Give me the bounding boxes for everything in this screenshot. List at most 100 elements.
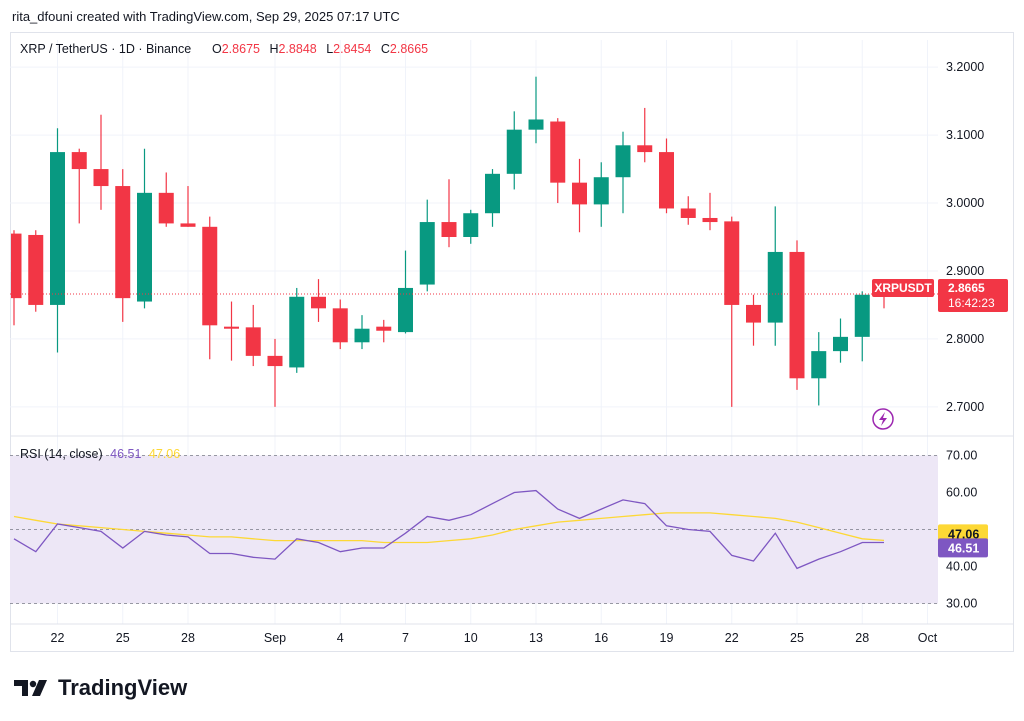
candle-body (71, 152, 87, 170)
time-tick-label: 22 (725, 631, 739, 645)
candle (550, 118, 566, 204)
legend-l-label: L (326, 42, 333, 56)
time-axis: 22 25 28 Sep 4 7 10 13 16 19 22 25 28 Oct (51, 631, 938, 645)
candle-body (93, 169, 109, 187)
candle-body (137, 192, 152, 302)
candle (833, 318, 848, 363)
candle-body (311, 296, 326, 309)
candle (332, 299, 348, 350)
rsi-tick-label: 30.00 (946, 597, 977, 611)
candle (724, 216, 740, 407)
candle-body (245, 327, 261, 356)
price-badge-countdown: 16:42:23 (948, 296, 995, 310)
time-tick-label: 28 (855, 631, 869, 645)
legend-c-value: 2.8665 (390, 42, 428, 56)
tradingview-logo[interactable]: TradingView (14, 675, 187, 701)
candle (789, 240, 805, 390)
candle-body (485, 173, 500, 214)
price-badge-price: 2.8665 (948, 281, 985, 295)
candle-body (528, 119, 544, 130)
candle-body (550, 121, 566, 183)
candle-body (158, 192, 174, 224)
candle-body (289, 296, 305, 368)
lightning-icon[interactable] (872, 408, 894, 430)
time-tick-label: 4 (337, 631, 344, 645)
rsi-badges: 47.06 46.51 (938, 524, 988, 558)
candle (28, 230, 44, 312)
candle (441, 179, 457, 248)
candle-body (50, 152, 65, 305)
candle (71, 148, 87, 224)
legend-l-value: 2.8454 (333, 42, 371, 56)
rsi-legend: RSI (14, close) 46.51 47.06 (20, 447, 180, 461)
legend-ohlc: O2.8675 H2.8848 L2.8454 C2.8665 (212, 42, 428, 56)
candle (746, 294, 761, 346)
price-badge-bg (938, 279, 1008, 312)
ticker-badge: XRPUSDT (874, 281, 932, 295)
rsi-legend-value2: 47.06 (149, 447, 180, 461)
candle (267, 338, 283, 407)
candle (245, 304, 261, 367)
candle (50, 128, 65, 353)
candle-body (419, 222, 435, 285)
price-tick-label: 3.1000 (946, 128, 984, 142)
rsi-badge: 46.51 (948, 541, 979, 555)
candle (767, 206, 783, 346)
candle-body (202, 226, 218, 326)
rsi-ma-line (13, 512, 885, 544)
rsi-tick-label: 60.00 (946, 486, 977, 500)
legend-symbol: XRP / TetherUS · 1D · Binance (20, 42, 191, 56)
candle (224, 301, 239, 361)
time-tick-label: 25 (790, 631, 804, 645)
rsi-band-lines (10, 455, 938, 604)
candle (202, 216, 218, 360)
candle (376, 319, 392, 343)
time-tick-label: 19 (660, 631, 674, 645)
rsi-axis: 70.00 60.00 40.00 30.00 (946, 449, 977, 611)
candle-body (398, 287, 413, 333)
price-tick-label: 3.2000 (946, 60, 984, 74)
candle (93, 114, 109, 210)
candle (506, 111, 522, 190)
rsi-line (13, 489, 884, 570)
candle-body (637, 145, 653, 153)
candle (158, 172, 174, 227)
time-tick-label: 7 (402, 631, 409, 645)
rsi-legend-value1: 46.51 (110, 447, 141, 461)
candle-body (702, 217, 718, 223)
time-tick-label: 16 (594, 631, 608, 645)
candle (659, 138, 674, 214)
candle-body (28, 234, 44, 305)
candle (463, 209, 479, 244)
legend-h-value: 2.8848 (278, 42, 316, 56)
time-tick-label: 13 (529, 631, 543, 645)
time-tick-label: 22 (51, 631, 65, 645)
legend-o-value: 2.8675 (222, 42, 260, 56)
legend-c-label: C (381, 42, 390, 56)
price-tick-label: 2.9000 (946, 264, 984, 278)
candle (680, 196, 696, 225)
candle-body (615, 145, 631, 178)
price-axis: 3.2000 3.1000 3.0000 2.9000 2.8000 2.7000 (946, 60, 984, 414)
rsi-legend-label: RSI (14, close) (20, 447, 103, 461)
time-tick-label: 10 (464, 631, 478, 645)
candle-body (680, 208, 696, 218)
candle-body (115, 186, 131, 299)
candle-body (572, 182, 587, 205)
candle (528, 76, 544, 144)
price-badge: XRPUSDT 2.8665 16:42:23 (872, 279, 1008, 312)
candle (572, 158, 587, 233)
candle-body (833, 336, 848, 352)
candle-body (180, 223, 196, 227)
candle-body (767, 251, 783, 323)
tradingview-logo-text: TradingView (58, 675, 188, 700)
candle-body (724, 221, 740, 305)
time-tick-label: 25 (116, 631, 130, 645)
candle-body (354, 328, 370, 343)
candle-body (811, 351, 827, 379)
time-tick-label: 28 (181, 631, 195, 645)
chart-frame (10, 32, 1014, 652)
time-tick-label: Oct (918, 631, 938, 645)
candle-body (746, 304, 761, 323)
